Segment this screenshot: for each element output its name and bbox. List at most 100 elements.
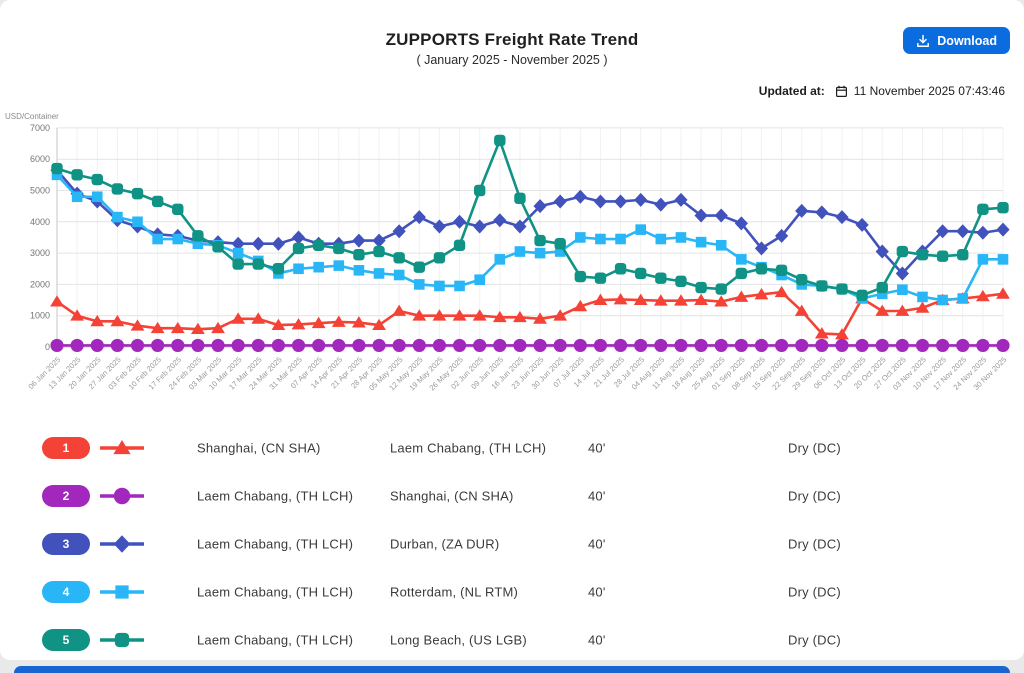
triangle-marker [70,309,85,321]
square-marker [876,288,888,300]
destination-port: Laem Chabang, (TH LCH) [390,440,547,456]
diamond-marker [432,219,447,234]
diamond-marker [553,194,567,209]
circle-marker [50,338,64,353]
circle-marker [694,338,708,353]
container-type: Dry (DC) [788,536,841,552]
triangle-marker [492,310,507,323]
diamond-marker [513,219,527,234]
square-marker [393,269,405,281]
round-square-marker [292,242,305,255]
round-square-marker [957,248,969,261]
legend-row: 2 Laem Chabang, (TH LCH) Shanghai, (CN SHA… [0,472,1024,520]
diamond-marker [452,214,467,229]
container-type: Dry (DC) [788,584,841,600]
square-marker [736,254,747,265]
diamond-marker [271,236,286,251]
round-square-marker [715,283,727,295]
circle-marker [815,338,829,353]
circle-marker [634,338,648,353]
diamond-marker [674,192,688,207]
square-marker [91,191,103,203]
y-tick-label: 2000 [30,279,50,289]
diamond-marker [613,194,628,209]
circle-marker [110,338,124,353]
legend-row: 3 Laem Chabang, (TH LCH) Durban, (ZA DUR) 4… [0,520,1024,568]
chart-line-5 [56,139,1004,297]
diamond-marker [895,266,909,281]
round-square-marker [111,183,124,195]
square-marker [132,216,143,228]
circle-marker [835,338,849,353]
round-square-marker [91,173,103,186]
square-marker [373,268,385,279]
triangle-marker [774,285,789,298]
triangle-marker [170,321,185,334]
circle-marker [251,338,265,353]
circle-marker [734,338,748,353]
series-number-badge: 4 [42,581,90,603]
round-square-marker [997,202,1009,214]
square-marker [997,254,1009,265]
y-tick-label: 3000 [30,248,50,258]
circle-marker [714,338,728,353]
square-marker [192,238,204,250]
round-square-marker [775,264,788,277]
diamond-marker [352,233,366,248]
diamond-marker [573,189,587,204]
series-number-badge: 3 [42,533,90,555]
triangle-marker [835,328,849,340]
circle-marker [754,338,769,353]
diamond-marker [774,228,789,243]
diamond-marker [754,241,769,256]
triangle-marker [895,304,910,316]
round-square-marker [393,252,405,264]
triangle-marker [50,295,64,307]
container-type: Dry (DC) [788,440,841,456]
square-marker [575,232,586,243]
round-square-marker [977,203,989,215]
round-square-marker [836,283,848,295]
series-number-badge: 2 [42,485,90,507]
series-marker-icon [98,583,146,606]
download-button[interactable]: Download [903,27,1010,54]
series-marker-icon [98,487,146,510]
square-marker [293,263,304,275]
destination-port: Long Beach, (US LGB) [390,632,527,648]
square-marker [615,233,626,245]
diamond-marker [815,205,829,220]
container-size: 40' [588,584,606,600]
square-marker [172,233,184,245]
round-square-marker [796,274,808,286]
legend-row: 1 Shanghai, (CN SHA) Laem Chabang, (TH LCH… [0,424,1024,472]
diamond-marker [372,233,386,248]
round-square-marker [534,234,546,247]
page-subtitle: ( January 2025 - November 2025 ) [416,53,608,67]
triangle-marker [372,318,386,330]
circle-marker [113,487,131,505]
square-marker [917,291,928,303]
round-square-marker [514,192,526,205]
circle-marker [553,338,567,353]
square-marker [937,294,948,306]
triangle-marker [90,314,105,327]
round-square-marker [252,258,264,270]
diamond-marker [996,222,1010,237]
y-tick-label: 4000 [30,217,50,227]
square-marker [71,191,83,203]
square-marker [112,211,123,223]
triangle-marker [251,312,266,324]
triangle-marker [432,309,447,321]
destination-port: Durban, (ZA DUR) [390,536,500,552]
triangle-marker [653,294,668,306]
triangle-marker [996,287,1010,299]
triangle-marker [734,290,749,302]
circle-marker [493,338,507,353]
triangle-marker [513,310,527,323]
square-marker [514,246,526,257]
circle-marker [312,338,326,353]
round-square-marker [755,263,768,275]
diamond-marker [593,194,608,209]
circle-marker [130,338,145,353]
